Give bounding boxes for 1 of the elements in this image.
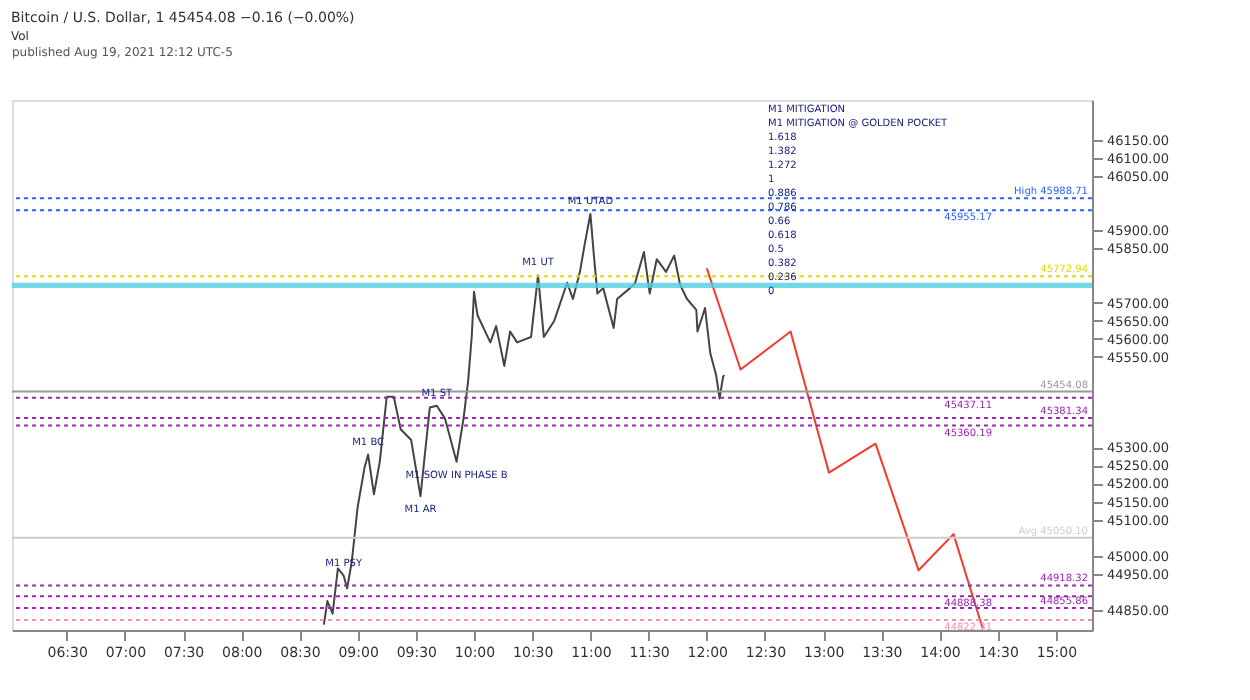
line-series [322, 212, 726, 626]
